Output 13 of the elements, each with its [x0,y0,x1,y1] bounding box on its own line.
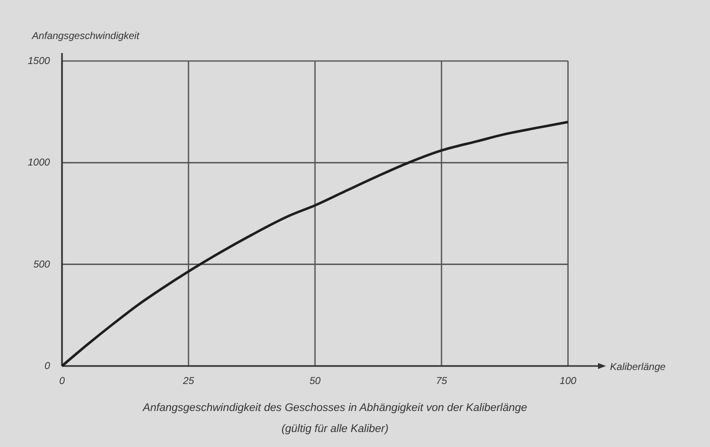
x-tick-label: 100 [560,376,577,387]
y-tick-label: 1000 [28,158,50,169]
y-tick-label: 0 [44,361,50,372]
text: Anfangsgeschwindigkeit des Geschosses in Abhängigkeit von der Kaliberlänge [142,402,528,414]
x-tick-label: 50 [309,376,321,387]
x-tick-label: 25 [182,376,194,387]
x-tick-label: 75 [436,376,448,387]
x-axis-title: Kaliberlänge [610,362,666,373]
x-tick-label: 0 [59,376,66,387]
y-axis-title: Anfangsgeschwindigkeit [31,31,141,42]
y-tick-label: 500 [33,259,50,270]
text: (gültig für alle Kaliber) [282,423,389,435]
y-tick-label: 1500 [28,56,50,67]
